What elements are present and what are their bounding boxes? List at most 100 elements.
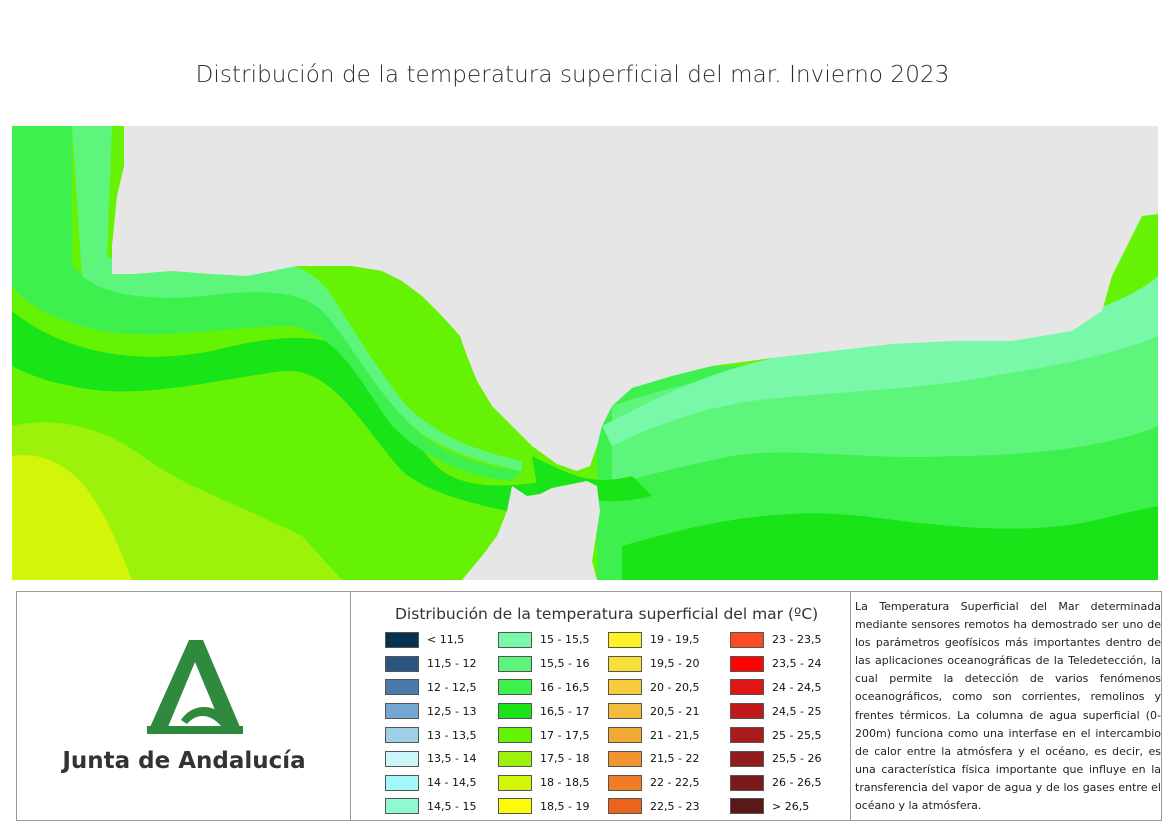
legend-swatch [498,750,532,767]
legend-item: 25 - 25,5 [730,723,821,747]
land-iberia [112,126,1158,471]
legend-label: 15,5 - 16 [540,657,590,671]
legend-label: 24 - 24,5 [772,680,822,694]
atlantic-coastal-band [12,311,552,516]
legend-swatch [385,798,419,815]
legend-item: 20,5 - 21 [608,699,699,723]
legend-label: 25,5 - 26 [772,752,822,766]
legend-label: 23 - 23,5 [772,633,822,647]
legend-swatch [730,750,764,767]
legend-item: 18,5 - 19 [498,795,589,819]
junta-de-andalucia-logo-icon [147,640,243,734]
legend-item: 22 - 22,5 [608,771,699,795]
legend-item: 21,5 - 22 [608,747,699,771]
legend-swatch [730,703,764,720]
legend-swatch [385,655,419,672]
legend-swatch [608,774,642,791]
legend-swatch [730,727,764,744]
legend-label: 22 - 22,5 [650,776,700,790]
legend-label: 16 - 16,5 [540,680,590,694]
legend-swatch [608,679,642,696]
logo-area: Junta de Andalucía [17,592,351,820]
legend-label: < 11,5 [427,633,465,647]
legend-swatch [608,750,642,767]
legend-swatch [498,798,532,815]
legend-item: 26 - 26,5 [730,771,821,795]
legend-label: 23,5 - 24 [772,657,822,671]
legend-column: 15 - 15,5 15,5 - 16 16 - 16,5 16,5 - 17 17 -… [498,628,589,818]
atlantic-warmest-zone [12,455,132,580]
legend-column: 19 - 19,5 19,5 - 20 20 - 20,5 20,5 - 21 21 -… [608,628,699,818]
legend-item: 14 - 14,5 [385,771,476,795]
land-north-africa [462,481,600,580]
legend-label: 17 - 17,5 [540,728,590,742]
legend-item: 12 - 12,5 [385,676,476,700]
legend-item: 24 - 24,5 [730,676,821,700]
temperature-legend: Distribución de la temperatura superfici… [351,592,851,820]
legend-swatch [385,774,419,791]
legend-swatch [608,631,642,648]
legend-column: < 11,5 11,5 - 12 12 - 12,5 12,5 - 13 13 - 13… [385,628,476,818]
legend-item: > 26,5 [730,795,821,819]
legend-label: 25 - 25,5 [772,728,822,742]
legend-swatch [498,655,532,672]
mediterranean-coastal-band [602,276,1158,446]
legend-swatch [730,774,764,791]
legend-label: 16,5 - 17 [540,704,590,718]
legend-item: 24,5 - 25 [730,699,821,723]
legend-label: 12,5 - 13 [427,704,477,718]
legend-swatch [608,703,642,720]
legend-label: 15 - 15,5 [540,633,590,647]
legend-item: 17,5 - 18 [498,747,589,771]
legend-item: 18 - 18,5 [498,771,589,795]
legend-item: 20 - 20,5 [608,676,699,700]
legend-label: > 26,5 [772,799,810,813]
legend-label: 14 - 14,5 [427,776,477,790]
legend-item: 22,5 - 23 [608,795,699,819]
legend-item: 14,5 - 15 [385,795,476,819]
legend-swatch [730,798,764,815]
legend-item: 16 - 16,5 [498,676,589,700]
legend-title: Distribución de la temperatura superfici… [395,605,819,623]
legend-item: < 11,5 [385,628,476,652]
legend-label: 11,5 - 12 [427,657,477,671]
legend-label: 21 - 21,5 [650,728,700,742]
mediterranean-warm-patches [622,506,1158,580]
legend-swatch [608,798,642,815]
legend-label: 13 - 13,5 [427,728,477,742]
logo-text: Junta de Andalucía [62,748,306,774]
legend-item: 15 - 15,5 [498,628,589,652]
legend-panel: Junta de Andalucía Distribución de la te… [16,591,1162,821]
legend-swatch [730,679,764,696]
legend-item: 23,5 - 24 [730,652,821,676]
legend-label: 26 - 26,5 [772,776,822,790]
legend-item: 19 - 19,5 [608,628,699,652]
legend-swatch [498,703,532,720]
atlantic-north-band [12,126,522,481]
legend-label: 24,5 - 25 [772,704,822,718]
legend-item: 17 - 17,5 [498,723,589,747]
legend-swatch [608,655,642,672]
legend-item: 19,5 - 20 [608,652,699,676]
legend-item: 13 - 13,5 [385,723,476,747]
legend-item: 23 - 23,5 [730,628,821,652]
legend-label: 22,5 - 23 [650,799,700,813]
legend-swatch [385,703,419,720]
legend-label: 21,5 - 22 [650,752,700,766]
legend-swatch [385,631,419,648]
legend-swatch [608,727,642,744]
legend-label: 18,5 - 19 [540,799,590,813]
map-title: Distribución de la temperatura superfici… [195,62,950,88]
legend-column: 23 - 23,5 23,5 - 24 24 - 24,5 24,5 - 25 25 -… [730,628,821,818]
legend-swatch [498,727,532,744]
legend-swatch [385,679,419,696]
legend-label: 13,5 - 14 [427,752,477,766]
legend-swatch [498,774,532,791]
description-text: La Temperatura Superficial del Mar deter… [855,600,1161,813]
legend-label: 14,5 - 15 [427,799,477,813]
legend-label: 18 - 18,5 [540,776,590,790]
legend-item: 25,5 - 26 [730,747,821,771]
legend-swatch [730,631,764,648]
legend-item: 21 - 21,5 [608,723,699,747]
legend-label: 19 - 19,5 [650,633,700,647]
